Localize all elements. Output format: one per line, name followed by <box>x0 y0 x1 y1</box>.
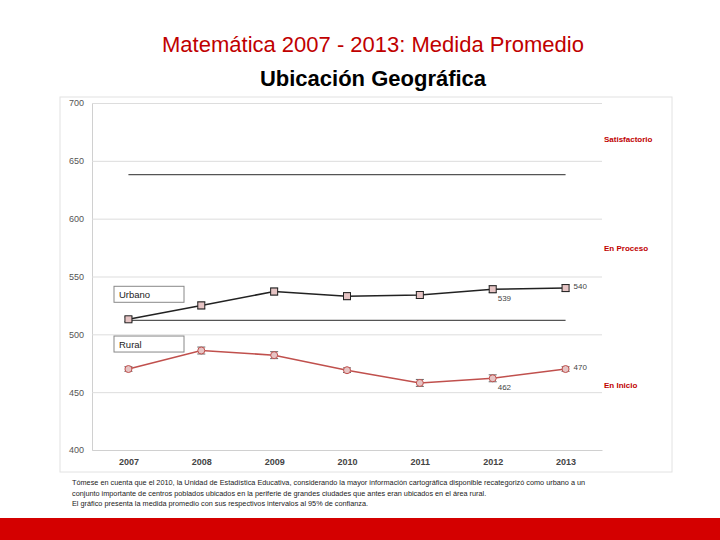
grid-line <box>92 219 602 220</box>
grid-line <box>92 450 602 451</box>
error-bar <box>416 379 424 386</box>
point <box>416 379 423 386</box>
x-tick: 2010 <box>337 450 357 467</box>
point <box>562 285 569 292</box>
series-label-text: Rural <box>119 339 142 350</box>
point <box>489 375 496 382</box>
y-tick-label: 700 <box>69 98 84 108</box>
error-bar <box>197 302 205 309</box>
title: Matemática 2007 - 2013: Medida Promedio <box>162 32 584 57</box>
series-line <box>128 351 565 383</box>
series-label-box <box>114 286 184 302</box>
y-tick-label: 600 <box>69 214 84 224</box>
point <box>198 302 205 309</box>
grid-line <box>92 161 602 162</box>
point <box>198 347 205 354</box>
error-bar <box>562 285 570 292</box>
point <box>562 366 569 373</box>
x-tick-label: 2009 <box>265 457 285 467</box>
error-bar <box>416 292 424 299</box>
error-bar <box>489 286 497 293</box>
y-tick-label: 450 <box>69 388 84 398</box>
y-tick: 450 <box>69 388 602 398</box>
x-tick: 2009 <box>265 450 285 467</box>
y-tick-label: 400 <box>69 445 84 455</box>
y-tick: 700 <box>69 98 602 108</box>
y-tick: 650 <box>69 156 602 166</box>
error-bar <box>489 375 497 382</box>
series-label-text: Urbano <box>119 289 150 300</box>
x-tick: 2011 <box>411 450 431 467</box>
x-tick-label: 2010 <box>337 457 357 467</box>
point <box>125 366 132 373</box>
point <box>125 316 132 323</box>
level-label: En Inicio <box>604 381 637 390</box>
plot-area <box>124 175 569 387</box>
x-tick-label: 2007 <box>119 457 139 467</box>
grid-line <box>92 334 602 335</box>
error-bar <box>270 288 278 295</box>
series-line <box>128 288 565 319</box>
value-label: 462 <box>498 383 512 392</box>
grid-line <box>92 392 602 393</box>
point <box>271 352 278 359</box>
x-tick: 2007 <box>119 450 139 467</box>
x-tick: 2013 <box>556 450 576 467</box>
value-label: 539 <box>498 294 512 303</box>
x-tick-label: 2008 <box>192 457 212 467</box>
series-label: Urbano <box>114 286 184 302</box>
x-tick: 2008 <box>192 450 212 467</box>
error-bar <box>270 352 278 359</box>
footnote: El gráfico presenta la medida promedio c… <box>72 499 368 508</box>
subtitle: Ubicación Geográfica <box>260 66 487 91</box>
slide: Matemática 2007 - 2013: Medida Promedio U… <box>0 0 720 540</box>
y-tick: 600 <box>69 214 602 224</box>
point <box>489 286 496 293</box>
error-bar <box>343 293 351 300</box>
point <box>344 293 351 300</box>
y-tick-label: 650 <box>69 156 84 166</box>
footnote: Tómese en cuenta que el 2010, la Unidad … <box>72 478 585 487</box>
level-label: En Proceso <box>604 244 648 253</box>
x-tick-label: 2011 <box>411 457 431 467</box>
error-bar <box>197 347 205 354</box>
grid-line <box>92 103 602 104</box>
value-label: 470 <box>574 363 588 372</box>
y-axis: 400 450 500 550 600 650 700 <box>69 98 602 455</box>
footnote: conjunto importante de centros poblados … <box>72 489 486 498</box>
y-tick-label: 550 <box>69 272 84 282</box>
threshold-line <box>128 320 565 321</box>
x-tick-label: 2013 <box>556 457 576 467</box>
point <box>416 292 423 299</box>
grid-line <box>92 277 602 278</box>
level-label: Satisfactorio <box>604 135 653 144</box>
y-tick: 550 <box>69 272 602 282</box>
point <box>271 288 278 295</box>
x-axis: 2007 2008 2009 2010 2011 2012 2013 <box>93 450 603 467</box>
series-label: Rural <box>114 336 184 352</box>
value-label: 540 <box>574 282 588 291</box>
x-tick-label: 2012 <box>483 457 503 467</box>
x-tick: 2012 <box>483 450 503 467</box>
footer-band <box>0 518 720 540</box>
chart-frame <box>60 97 672 472</box>
x-axis-line <box>93 450 603 451</box>
point <box>344 367 351 374</box>
threshold-line <box>128 174 565 175</box>
series-label-box <box>114 336 184 352</box>
y-tick: 400 <box>69 445 602 455</box>
y-tick-label: 500 <box>69 330 84 340</box>
